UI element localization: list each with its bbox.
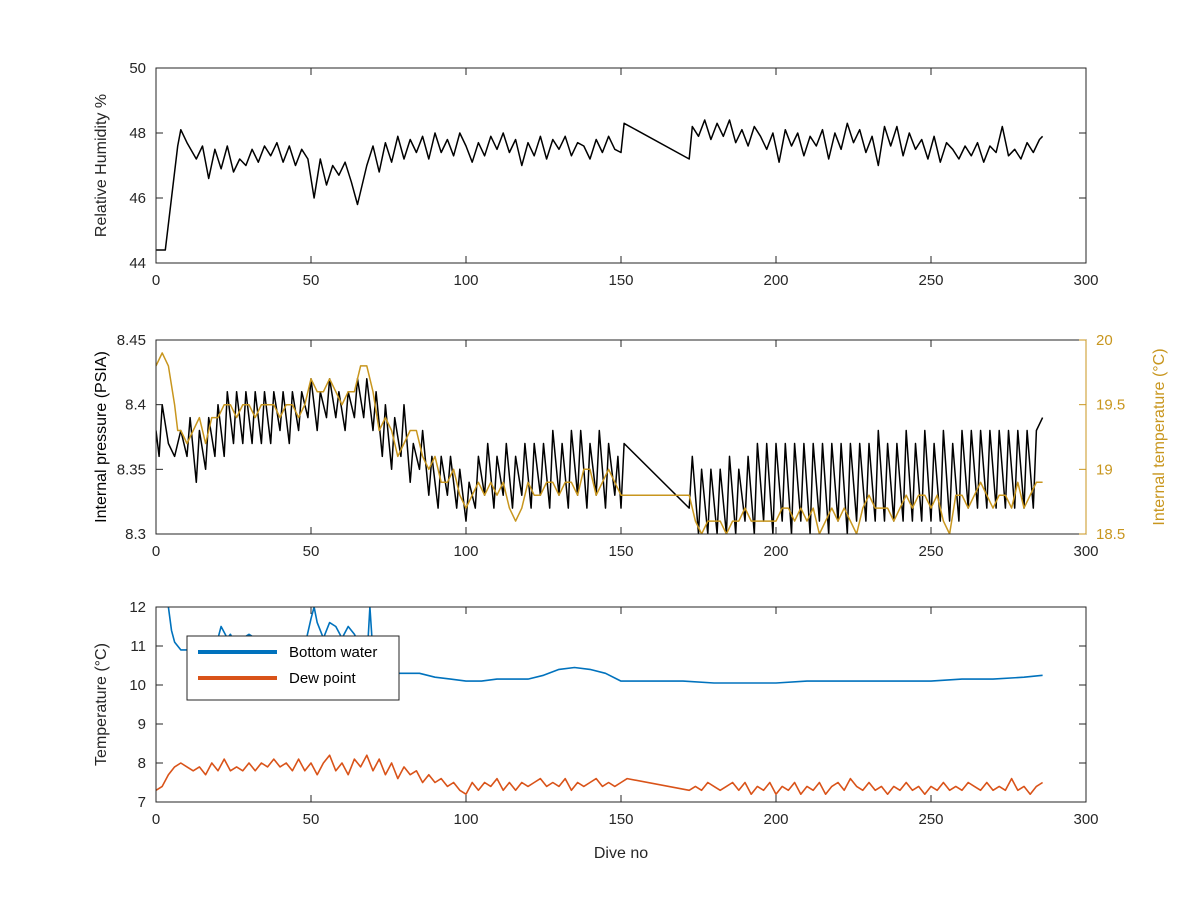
y2-tick-label: 18.5 [1096, 526, 1125, 543]
x-tick-label: 250 [918, 272, 943, 289]
x-tick-label: 100 [453, 272, 478, 289]
legend: Bottom water Dew point [186, 635, 400, 701]
humidity-subplot: 0 50 100 150 200 250 300 44 46 48 50 Relative Humid… [93, 60, 1099, 289]
y-tick-label: 8.3 [125, 526, 146, 543]
x-tick-label: 300 [1073, 543, 1098, 560]
x-tick-label: 300 [1073, 272, 1098, 289]
y-tick-label: 8.45 [117, 332, 146, 349]
x-tick-label: 250 [918, 811, 943, 828]
x-tick-label: 200 [763, 543, 788, 560]
y-tick-label: 7 [138, 794, 146, 811]
y-tick-label: 46 [129, 190, 146, 207]
y-tick-label: 9 [138, 716, 146, 733]
legend-box [186, 635, 400, 701]
legend-label: Dew point [289, 670, 357, 687]
series-group [156, 119, 1044, 251]
y2-tick-label: 19 [1096, 461, 1113, 478]
x-tick-label: 50 [303, 811, 320, 828]
y-axis-title: Internal pressure (PSIA) [93, 351, 110, 523]
x-tick-label: 0 [152, 811, 160, 828]
series-line-left-axis [156, 119, 1044, 251]
x-tick-label: 150 [608, 272, 633, 289]
x-tick-label: 50 [303, 543, 320, 560]
y-tick-label: 10 [129, 677, 146, 694]
y-tick-label: 8.35 [117, 461, 146, 478]
y-tick-label: 44 [129, 255, 146, 272]
y-tick-label: 8 [138, 755, 146, 772]
series-line-left-axis [156, 378, 1044, 534]
y2-axis-title: Internal temperature (°C) [1151, 348, 1168, 525]
y-tick-label: 11 [130, 638, 146, 655]
x-axis-title: Dive no [594, 845, 648, 862]
y-axis-title: Temperature (°C) [93, 643, 110, 766]
temperature-subplot: 0 50 100 150 200 250 300 7 8 9 10 11 12 Temperature (… [93, 599, 1099, 862]
pressure-temperature-subplot: 0 50 100 150 200 250 300 8.3 8.35 8.4 8.45 18.5 19 19… [93, 332, 1168, 560]
x-tick-label: 300 [1073, 811, 1098, 828]
x-tick-label: 250 [918, 543, 943, 560]
y2-tick-label: 20 [1096, 332, 1113, 349]
x-tick-label: 200 [763, 272, 788, 289]
y2-tick-label: 19.5 [1096, 397, 1125, 414]
x-tick-label: 0 [152, 272, 160, 289]
series-line-right-axis [156, 352, 1043, 534]
legend-label: Bottom water [289, 644, 377, 661]
series-group [156, 352, 1044, 534]
x-tick-label: 0 [152, 543, 160, 560]
x-tick-label: 200 [763, 811, 788, 828]
x-tick-label: 50 [303, 272, 320, 289]
y-tick-label: 12 [129, 599, 146, 616]
x-tick-label: 100 [453, 811, 478, 828]
y-axis-title: Relative Humidity % [93, 94, 110, 237]
y-tick-label: 48 [129, 125, 146, 142]
x-tick-label: 150 [608, 811, 633, 828]
series-group [156, 607, 1044, 796]
y-tick-label: 50 [129, 60, 146, 77]
x-tick-label: 100 [453, 543, 478, 560]
series-line-dew-point [156, 754, 1044, 796]
x-tick-label: 150 [608, 543, 633, 560]
y-tick-label: 8.4 [125, 397, 146, 414]
